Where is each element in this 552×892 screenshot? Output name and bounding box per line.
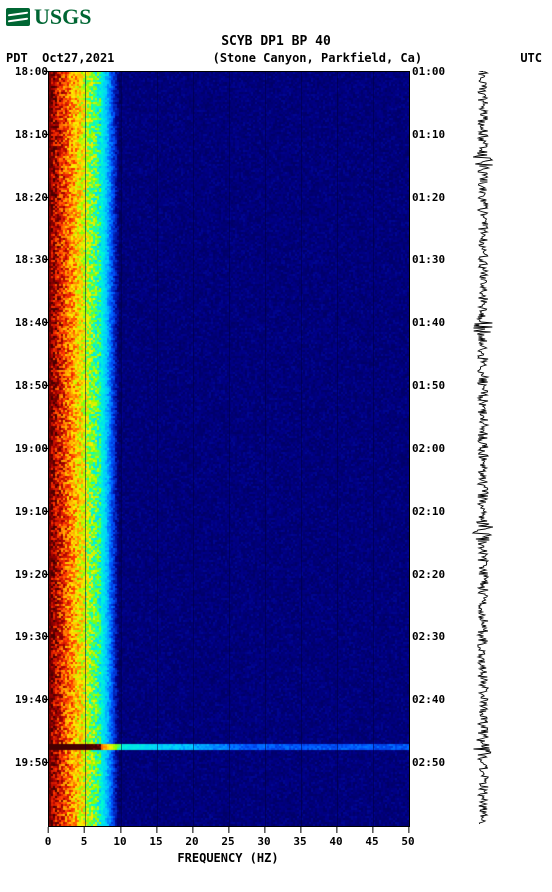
x-tick: 25 [221, 835, 234, 848]
y-tick-right: 01:10 [408, 128, 460, 141]
y-tick-right: 01:20 [408, 191, 460, 204]
y-tick-right: 01:30 [408, 253, 460, 266]
usgs-logo-text: USGS [34, 4, 91, 30]
tz-right-label: UTC [520, 51, 542, 65]
y-tick-right: 01:40 [408, 316, 460, 329]
y-axis-left: 18:0018:1018:2018:3018:4018:5019:0019:10… [0, 71, 48, 825]
x-tick: 5 [81, 835, 88, 848]
y-tick-right: 02:50 [408, 756, 460, 769]
y-tick-right: 02:20 [408, 568, 460, 581]
x-tick: 10 [113, 835, 126, 848]
date-label: Oct27,2021 [42, 51, 114, 65]
y-tick-right: 02:10 [408, 505, 460, 518]
usgs-logo: USGS [0, 0, 552, 34]
location-label: (Stone Canyon, Parkfield, Ca) [213, 51, 423, 65]
spectrogram-canvas [49, 72, 409, 826]
pdt-label: PDT [6, 51, 28, 65]
x-tick: 20 [185, 835, 198, 848]
y-axis-right: 01:0001:1001:2001:3001:4001:5002:0002:10… [408, 71, 456, 825]
waveform-svg [470, 71, 496, 825]
y-tick-right: 02:00 [408, 442, 460, 455]
x-tick: 15 [149, 835, 162, 848]
waveform-panel [470, 71, 496, 825]
usgs-wave-icon [6, 8, 30, 26]
y-tick-right: 01:50 [408, 379, 460, 392]
x-tick: 35 [293, 835, 306, 848]
x-tick: 45 [365, 835, 378, 848]
x-tick: 30 [257, 835, 270, 848]
y-tick-right: 02:40 [408, 693, 460, 706]
x-tick: 0 [45, 835, 52, 848]
x-axis-label: FREQUENCY (HZ) [48, 851, 408, 865]
plot-title: SCYB DP1 BP 40 [0, 34, 552, 51]
y-tick-right: 01:00 [408, 65, 460, 78]
tz-left-label: PDT Oct27,2021 [6, 51, 114, 65]
plot-subtitle: PDT Oct27,2021 (Stone Canyon, Parkfield,… [0, 51, 552, 65]
y-tick-right: 02:30 [408, 630, 460, 643]
spectrogram-plot [48, 71, 410, 827]
x-tick: 50 [401, 835, 414, 848]
x-tick: 40 [329, 835, 342, 848]
x-axis: FREQUENCY (HZ) 05101520253035404550 [48, 827, 408, 877]
